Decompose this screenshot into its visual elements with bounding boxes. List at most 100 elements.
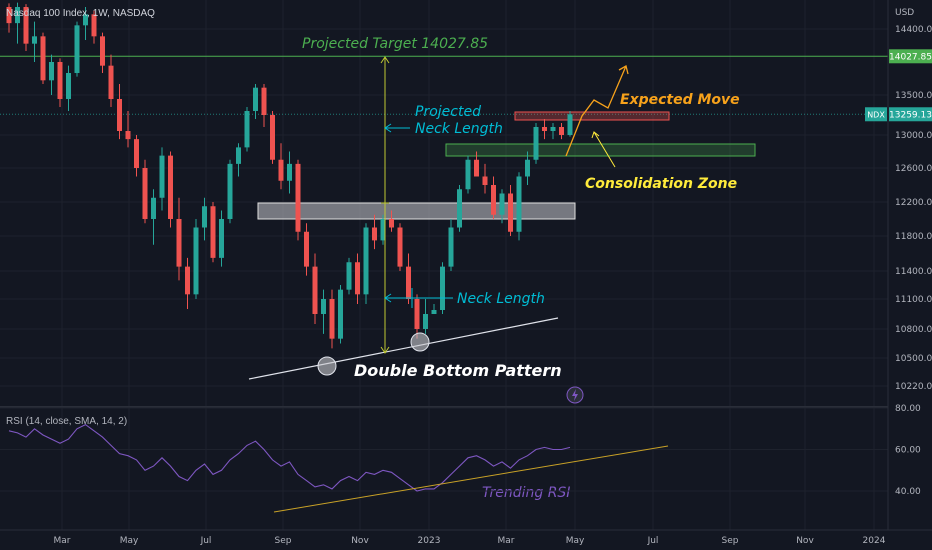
- price-tick-label: 11400.00: [895, 267, 932, 277]
- price-tick-label: 10800.00: [895, 325, 932, 335]
- expected-move-label: Expected Move: [620, 92, 740, 108]
- bottom-marker-2: [410, 332, 430, 352]
- lightning-icon[interactable]: [566, 386, 584, 404]
- chart-title: Nasdaq 100 Index, 1W, NASDAQ: [6, 8, 155, 19]
- candle: [338, 285, 343, 344]
- candle: [482, 163, 488, 194]
- consolidation-pointer: [591, 131, 616, 168]
- support-trend-line: [248, 317, 559, 380]
- candle: [389, 210, 394, 232]
- candle: [287, 151, 292, 194]
- price-axis[interactable]: [888, 0, 932, 530]
- projected-neck-label-1: Projected: [415, 104, 481, 120]
- candle: [542, 119, 547, 140]
- candle: [100, 32, 105, 73]
- price-tick-label: 11100.00: [895, 295, 932, 305]
- candle: [499, 189, 505, 224]
- candle: [533, 123, 539, 164]
- time-axis[interactable]: [0, 530, 932, 550]
- candle: [363, 223, 369, 304]
- projected-target-label: Projected Target 14027.85: [302, 36, 488, 52]
- candle: [397, 223, 403, 271]
- rsi-indicator-label: RSI (14, close, SMA, 14, 2): [6, 416, 127, 427]
- candle: [6, 3, 12, 33]
- candle: [567, 111, 573, 137]
- time-tick-label: Mar: [54, 536, 71, 546]
- candle: [372, 214, 377, 250]
- candle: [57, 58, 63, 107]
- svg-text:13259.13: 13259.13: [889, 110, 932, 120]
- candle: [32, 21, 37, 62]
- candle: [516, 172, 522, 241]
- consolidation-zone-label: Consolidation Zone: [585, 176, 737, 192]
- candle: [125, 111, 131, 148]
- candle: [159, 147, 165, 211]
- candle: [508, 185, 513, 236]
- candle: [49, 54, 54, 95]
- time-tick-label: Nov: [796, 536, 814, 546]
- time-tick-label: Sep: [275, 536, 292, 546]
- projected-neck-arrow: [384, 123, 410, 133]
- price-tick-label: 12200.00: [895, 198, 932, 208]
- time-tick-label: Nov: [351, 536, 369, 546]
- candle: [117, 84, 122, 140]
- candle: [185, 257, 190, 309]
- neck-length-label: Neck Length: [457, 291, 545, 307]
- candle: [550, 123, 556, 140]
- candle: [278, 143, 284, 190]
- candles: [6, 2, 573, 349]
- candle: [40, 32, 46, 84]
- projected-measure-arrow: [380, 56, 390, 354]
- candle: [91, 10, 97, 44]
- rsi-tick-labels: 80.00 60.00 40.00: [895, 404, 921, 497]
- candle: [219, 210, 224, 267]
- time-tick-label: May: [566, 536, 585, 546]
- double-bottom-label: Double Bottom Pattern: [354, 361, 562, 380]
- time-tick-label: Jul: [647, 536, 659, 546]
- neck-length-arrow: [384, 288, 453, 308]
- rsi-grid: [0, 407, 888, 492]
- consolidation-zone-box: [445, 143, 756, 157]
- resistance-zone-box: [514, 111, 670, 121]
- candle: [74, 21, 80, 77]
- grid: [0, 0, 888, 530]
- time-tick-labels: Mar May Jul Sep Nov 2023 Mar May Jul Sep Nov 2024: [54, 536, 886, 546]
- candle: [525, 151, 530, 185]
- candle: [227, 159, 233, 224]
- candle: [457, 185, 462, 232]
- price-tick-label: 10500.00: [895, 354, 932, 364]
- candle: [244, 107, 250, 152]
- trending-rsi-label: Trending RSI: [482, 485, 570, 501]
- time-tick-label: Sep: [722, 536, 739, 546]
- candle: [448, 219, 454, 271]
- rsi-line: [8, 423, 571, 492]
- candle: [355, 253, 360, 304]
- candle: [304, 223, 309, 276]
- candle: [406, 253, 411, 304]
- candle: [491, 176, 496, 219]
- candle: [261, 84, 267, 127]
- candle: [15, 2, 20, 44]
- candle: [83, 7, 88, 40]
- candle: [210, 202, 216, 263]
- candle: [474, 151, 479, 177]
- svg-text:14027.85: 14027.85: [889, 52, 932, 62]
- candle: [465, 155, 471, 194]
- candle: [414, 294, 420, 339]
- bottom-marker-1: [317, 356, 337, 376]
- candle: [346, 257, 352, 295]
- candle: [168, 151, 173, 228]
- candle: [270, 111, 275, 164]
- last-price-badge: NDX 13259.13: [865, 107, 932, 122]
- neckline-zone: [257, 202, 576, 220]
- price-tick-label: 10220.00: [895, 382, 932, 392]
- price-tick-label: 12600.00: [895, 164, 932, 174]
- candle: [440, 262, 445, 314]
- candle: [176, 197, 182, 281]
- time-tick-label: Jul: [200, 536, 212, 546]
- time-tick-label: Mar: [498, 536, 515, 546]
- price-tick-label: 14400.00: [895, 25, 932, 35]
- price-tick-label: 13000.00: [895, 131, 932, 141]
- candle: [329, 289, 335, 349]
